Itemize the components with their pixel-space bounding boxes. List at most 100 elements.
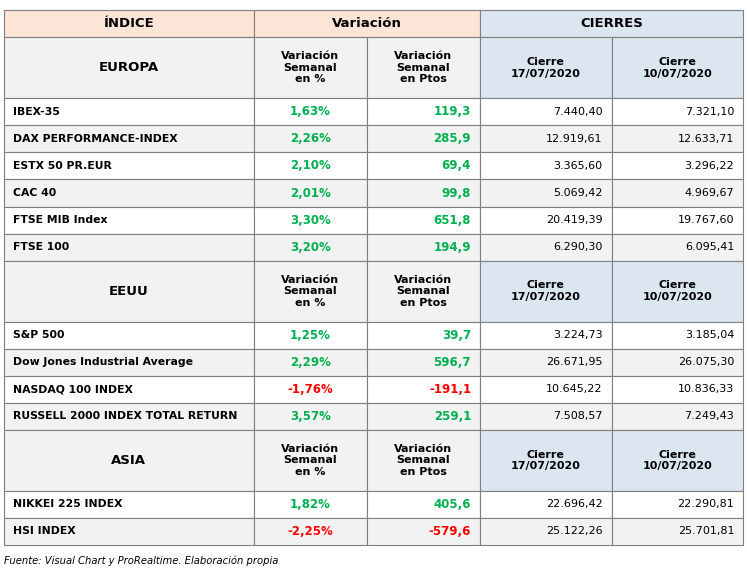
Bar [367, 207, 480, 234]
Bar [4, 234, 254, 261]
Text: 259,1: 259,1 [434, 410, 471, 423]
Bar [612, 348, 743, 376]
Bar [480, 234, 612, 261]
Text: Fuente: Visual Chart y ProRealtime. Elaboración propia: Fuente: Visual Chart y ProRealtime. Elab… [4, 556, 278, 566]
Bar [4, 430, 254, 491]
Text: 285,9: 285,9 [433, 133, 471, 145]
Text: 1,63%: 1,63% [290, 105, 331, 118]
Bar [480, 125, 612, 153]
Text: CAC 40: CAC 40 [13, 188, 56, 198]
Text: 4.969,67: 4.969,67 [685, 188, 734, 198]
Text: Cierre
10/07/2020: Cierre 10/07/2020 [642, 280, 713, 302]
Text: 2,29%: 2,29% [290, 356, 331, 369]
Bar [612, 234, 743, 261]
Bar [367, 491, 480, 518]
Text: CIERRES: CIERRES [580, 17, 643, 30]
Bar [4, 98, 254, 125]
Bar [254, 321, 367, 348]
Bar [4, 180, 254, 207]
Text: 69,4: 69,4 [441, 160, 471, 172]
Bar [480, 153, 612, 180]
Text: 25.122,26: 25.122,26 [546, 526, 603, 536]
Text: HSI INDEX: HSI INDEX [13, 526, 75, 536]
Bar [254, 348, 367, 376]
Bar [254, 518, 367, 545]
Text: 1,82%: 1,82% [290, 498, 331, 511]
Bar [480, 207, 612, 234]
Text: Dow Jones Industrial Average: Dow Jones Industrial Average [13, 357, 193, 367]
Text: 6.095,41: 6.095,41 [685, 242, 734, 252]
Bar [480, 10, 743, 37]
Text: 3.185,04: 3.185,04 [685, 330, 734, 340]
Bar [254, 153, 367, 180]
Text: 3.296,22: 3.296,22 [685, 161, 734, 171]
Bar [367, 180, 480, 207]
Text: 22.290,81: 22.290,81 [678, 499, 734, 509]
Text: ESTX 50 PR.EUR: ESTX 50 PR.EUR [13, 161, 111, 171]
Bar [367, 321, 480, 348]
Bar [4, 207, 254, 234]
Text: FTSE MIB Index: FTSE MIB Index [13, 215, 108, 225]
Bar [480, 321, 612, 348]
Text: Cierre
10/07/2020: Cierre 10/07/2020 [642, 449, 713, 471]
Bar [367, 403, 480, 430]
Bar [480, 348, 612, 376]
Text: 6.290,30: 6.290,30 [554, 242, 603, 252]
Text: 119,3: 119,3 [434, 105, 471, 118]
Bar [612, 207, 743, 234]
Text: 5.069,42: 5.069,42 [554, 188, 603, 198]
Text: 99,8: 99,8 [441, 187, 471, 200]
Bar [254, 376, 367, 403]
Bar [480, 491, 612, 518]
Text: 2,10%: 2,10% [290, 160, 331, 172]
Text: -579,6: -579,6 [429, 525, 471, 538]
Bar [612, 430, 743, 491]
Text: 2,01%: 2,01% [290, 187, 331, 200]
Text: 194,9: 194,9 [433, 241, 471, 254]
Text: 25.701,81: 25.701,81 [678, 526, 734, 536]
Text: RUSSELL 2000 INDEX TOTAL RETURN: RUSSELL 2000 INDEX TOTAL RETURN [13, 412, 237, 421]
Bar [480, 518, 612, 545]
Bar [612, 403, 743, 430]
Text: 26.075,30: 26.075,30 [678, 357, 734, 367]
Bar [254, 403, 367, 430]
Bar [612, 261, 743, 321]
Text: ÍNDICE: ÍNDICE [103, 17, 154, 30]
Text: 1,25%: 1,25% [290, 329, 331, 342]
Bar [367, 348, 480, 376]
Bar [4, 10, 254, 37]
Text: 7.440,40: 7.440,40 [553, 107, 603, 117]
Bar [612, 180, 743, 207]
Bar [367, 430, 480, 491]
Bar [367, 153, 480, 180]
Text: 3.224,73: 3.224,73 [553, 330, 603, 340]
Text: EUROPA: EUROPA [99, 61, 159, 75]
Bar [612, 153, 743, 180]
Bar [367, 376, 480, 403]
Bar [367, 518, 480, 545]
Bar [4, 153, 254, 180]
Text: 10.645,22: 10.645,22 [546, 384, 603, 394]
Bar [612, 37, 743, 98]
Text: NASDAQ 100 INDEX: NASDAQ 100 INDEX [13, 384, 132, 394]
Text: -1,76%: -1,76% [288, 383, 333, 396]
Text: Cierre
17/07/2020: Cierre 17/07/2020 [511, 57, 580, 79]
Text: Variación
Semanal
en Ptos: Variación Semanal en Ptos [394, 444, 453, 477]
Text: 3,57%: 3,57% [290, 410, 331, 423]
Bar [367, 261, 480, 321]
Text: Variación
Semanal
en Ptos: Variación Semanal en Ptos [394, 274, 453, 308]
Bar [4, 491, 254, 518]
Text: 26.671,95: 26.671,95 [546, 357, 603, 367]
Bar [4, 125, 254, 153]
Text: Variación
Semanal
en Ptos: Variación Semanal en Ptos [394, 51, 453, 84]
Text: -191,1: -191,1 [429, 383, 471, 396]
Text: S&P 500: S&P 500 [13, 330, 64, 340]
Text: EEUU: EEUU [109, 285, 149, 298]
Text: 3,20%: 3,20% [290, 241, 331, 254]
Text: 39,7: 39,7 [442, 329, 471, 342]
Bar [254, 261, 367, 321]
Bar [367, 37, 480, 98]
Bar [4, 376, 254, 403]
Bar [254, 180, 367, 207]
Bar [612, 376, 743, 403]
